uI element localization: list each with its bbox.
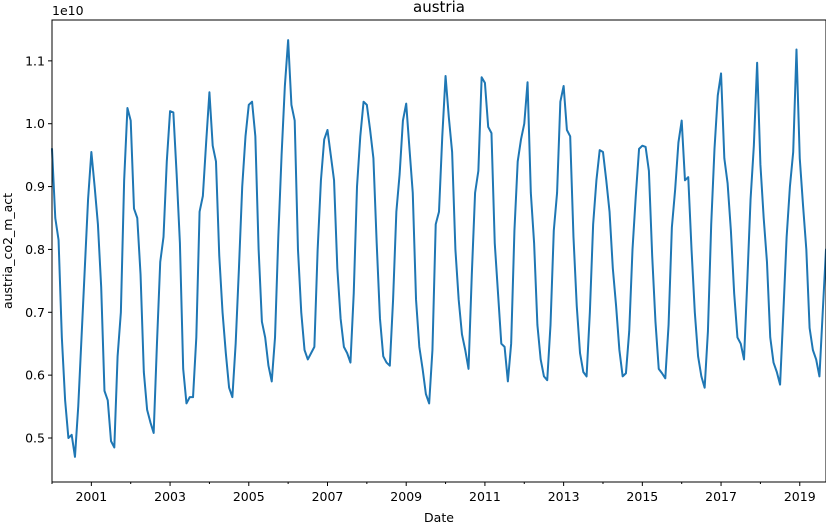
x-tick-label: 2009 bbox=[390, 489, 422, 504]
y-axis-label: austria_co2_m_act bbox=[0, 193, 15, 309]
x-tick-label: 2019 bbox=[784, 489, 816, 504]
x-tick-label: 2011 bbox=[469, 489, 501, 504]
chart-title: austria bbox=[413, 0, 465, 16]
y-tick-label: 0.6 bbox=[25, 368, 45, 383]
y-offset-label: 1e10 bbox=[52, 3, 84, 18]
x-tick-label: 2001 bbox=[75, 489, 107, 504]
x-axis-ticks: 2001 2003 2005 2007 2009 2011 2013 2015 2017 2019 bbox=[51, 482, 816, 504]
y-tick-label: 1.1 bbox=[25, 53, 45, 68]
x-tick-label: 2015 bbox=[626, 489, 658, 504]
x-axis-label: Date bbox=[424, 510, 454, 525]
x-tick-label: 2013 bbox=[548, 489, 580, 504]
x-tick-label: 2007 bbox=[312, 489, 344, 504]
x-tick-label: 2005 bbox=[233, 489, 265, 504]
series-line bbox=[51, 39, 826, 458]
y-tick-label: 0.8 bbox=[25, 242, 45, 257]
x-tick-label: 2017 bbox=[705, 489, 737, 504]
x-tick-label: 2003 bbox=[154, 489, 186, 504]
plot-frame bbox=[51, 19, 826, 483]
y-axis-ticks: 0.5 0.6 0.7 0.8 0.9 1.0 1.1 bbox=[25, 53, 52, 446]
y-tick-label: 0.7 bbox=[25, 305, 45, 320]
y-tick-label: 1.0 bbox=[25, 116, 45, 131]
y-tick-label: 0.9 bbox=[25, 179, 45, 194]
y-tick-label: 0.5 bbox=[25, 431, 45, 446]
